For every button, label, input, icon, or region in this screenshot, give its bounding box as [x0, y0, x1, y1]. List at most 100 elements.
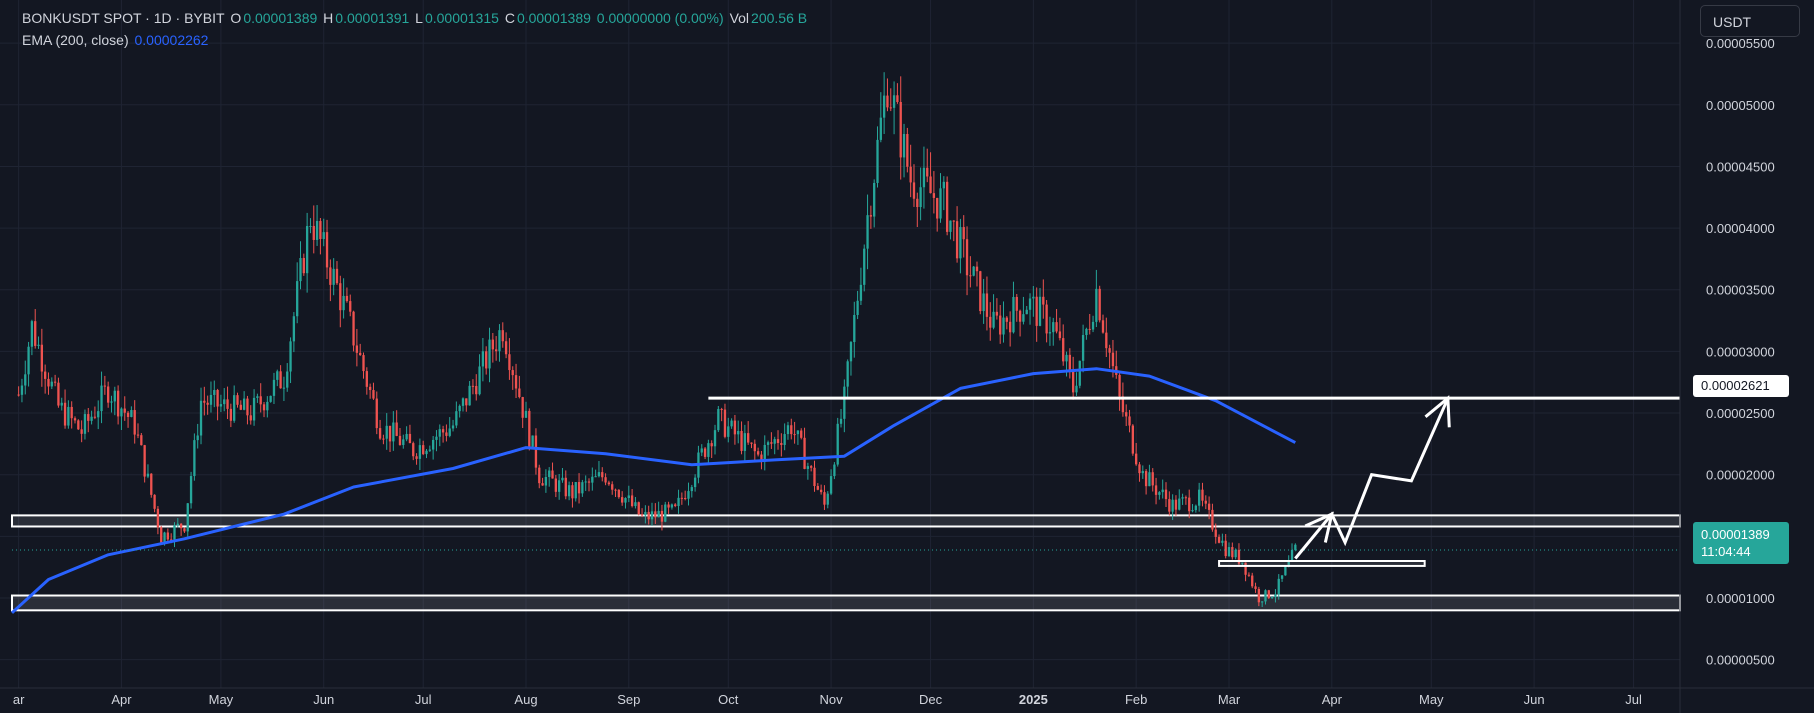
candle-body: [889, 107, 892, 109]
candle-body: [654, 511, 657, 518]
candle-body: [179, 523, 183, 529]
candle-body: [494, 349, 498, 352]
candle-body: [103, 385, 107, 387]
candle-body: [1257, 588, 1261, 603]
candle-body: [624, 498, 627, 503]
change-value: 0.00000000 (0.00%): [596, 10, 724, 26]
candle-body: [564, 477, 567, 497]
candle-body: [1241, 562, 1244, 564]
candle-body: [468, 385, 471, 406]
candle-body: [332, 268, 335, 285]
ema-legend[interactable]: EMA (200, close) 0.00002262: [22, 32, 210, 48]
candle-body: [975, 266, 979, 272]
candle-body: [601, 472, 604, 478]
ema-label: EMA (200, close): [22, 32, 129, 48]
candle-body: [819, 489, 823, 493]
candle-body: [647, 511, 650, 520]
candle-body: [319, 220, 322, 239]
candle-body: [743, 433, 747, 451]
candle-body: [1018, 310, 1022, 322]
candle-body: [1277, 578, 1280, 595]
x-tick-label: Apr: [1322, 692, 1343, 707]
candle-body: [77, 420, 80, 430]
candle-body: [312, 225, 315, 240]
candle-body: [690, 487, 693, 492]
candle-body: [1287, 560, 1290, 567]
candle-body: [1201, 489, 1204, 501]
candle-body: [163, 532, 166, 543]
candles-group: [17, 72, 1297, 608]
candle-body: [1164, 489, 1168, 500]
candle-body: [733, 420, 737, 435]
candle-body: [1045, 304, 1048, 334]
candle-body: [140, 435, 143, 446]
candle-body: [1121, 396, 1125, 413]
candle-body: [1015, 296, 1018, 311]
candle-body: [1095, 288, 1098, 322]
candle-body: [236, 395, 239, 405]
candle-body: [478, 366, 481, 395]
candle-body: [511, 370, 514, 376]
candle-body: [1274, 594, 1277, 598]
candle-body: [339, 283, 342, 311]
candle-body: [906, 133, 909, 167]
candle-body: [677, 497, 680, 507]
candle-body: [1178, 498, 1181, 510]
candle-body: [113, 390, 116, 402]
x-tick-label: Nov: [820, 692, 844, 707]
currency-button[interactable]: USDT: [1700, 5, 1800, 37]
candle-body: [687, 491, 690, 499]
candle-body: [853, 314, 856, 343]
candle-body: [896, 95, 899, 102]
x-tick-label: Jul: [415, 692, 432, 707]
candle-body: [1032, 296, 1035, 299]
candle-body: [1012, 296, 1015, 333]
candle-body: [1052, 322, 1055, 333]
candle-body: [392, 422, 395, 442]
candle-body: [713, 430, 717, 447]
candle-body: [1270, 597, 1274, 599]
candle-body: [44, 371, 47, 379]
candle-body: [408, 433, 412, 444]
candle-body: [266, 401, 269, 411]
candle-body: [816, 486, 819, 490]
x-tick-label: Sep: [617, 692, 640, 707]
candle-body: [1224, 540, 1227, 557]
candle-body: [793, 434, 796, 436]
candle-body: [176, 523, 179, 526]
candle-body: [53, 381, 57, 383]
candle-body: [130, 410, 133, 417]
candle-body: [992, 311, 995, 328]
candle-body: [902, 133, 906, 158]
candle-body: [1025, 309, 1028, 315]
x-tick-label: Mar: [1218, 692, 1241, 707]
candle-body: [962, 227, 965, 240]
candle-body: [173, 525, 176, 540]
candle-body: [1261, 601, 1264, 603]
candle-body: [577, 482, 581, 494]
candle-body: [67, 406, 70, 426]
candle-body: [1144, 471, 1148, 487]
candle-body: [926, 167, 929, 177]
candle-body: [627, 495, 630, 499]
candle-body: [110, 401, 113, 403]
y-tick-label: 0.00002000: [1706, 468, 1775, 483]
candle-body: [1111, 352, 1115, 367]
candle-body: [335, 268, 339, 284]
candle-body: [1125, 412, 1128, 417]
candle-body: [325, 232, 329, 268]
candle-body: [1091, 321, 1095, 330]
candle-body: [1251, 575, 1254, 587]
last-price-value: 0.00001389: [1701, 527, 1770, 542]
candle-body: [1207, 503, 1211, 510]
candle-body: [302, 257, 305, 274]
candle-body: [441, 429, 445, 433]
candle-body: [438, 429, 441, 437]
candle-body: [630, 495, 634, 507]
candle-body: [955, 221, 959, 259]
candle-body: [34, 321, 37, 346]
candle-body: [1134, 453, 1138, 465]
candle-body: [1158, 492, 1161, 495]
candle-body: [1267, 590, 1270, 598]
